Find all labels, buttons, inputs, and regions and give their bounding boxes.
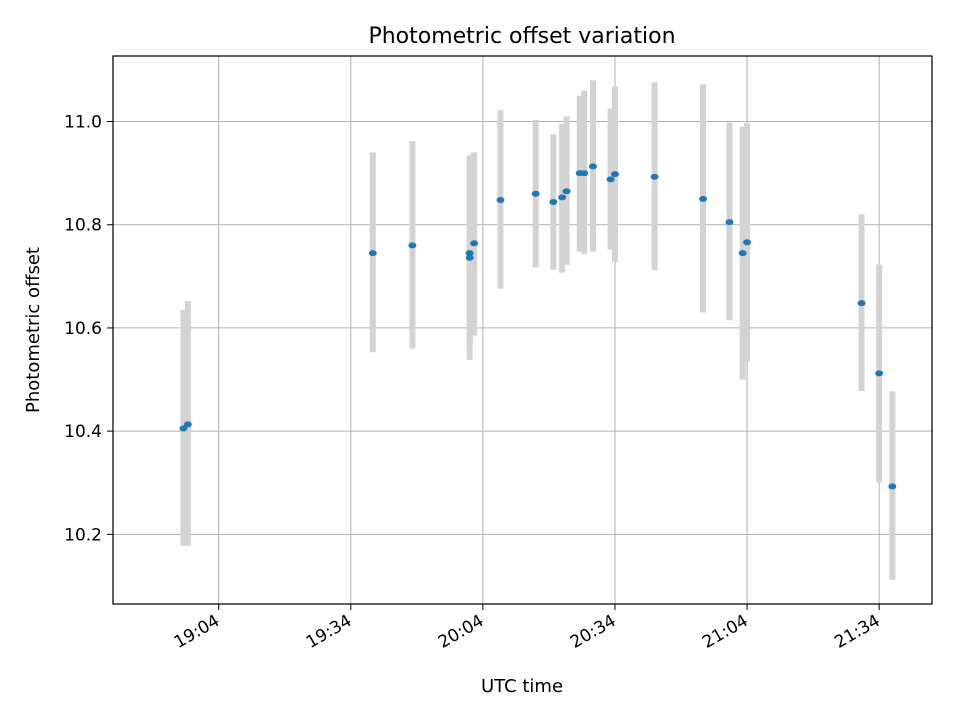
x-tick-label: 21:04 (699, 611, 751, 653)
error-bars (180, 80, 896, 580)
data-point (465, 250, 474, 257)
x-axis-label: UTC time (481, 676, 563, 697)
data-point (531, 190, 540, 197)
data-point (888, 483, 897, 490)
data-point (875, 370, 884, 377)
data-point (606, 176, 615, 183)
x-tick-label: 19:04 (171, 611, 223, 653)
x-tick-label: 19:34 (303, 611, 355, 653)
data-point (699, 195, 708, 202)
data-point (562, 188, 571, 195)
data-points (179, 163, 897, 490)
y-axis-label: Photometric offset (23, 247, 44, 413)
data-point (549, 199, 558, 206)
y-tick-label: 10.8 (64, 216, 102, 236)
x-tick-label: 20:04 (435, 611, 487, 653)
data-point (580, 170, 589, 177)
y-tick-label: 10.4 (64, 422, 102, 442)
x-tick-label: 21:34 (831, 611, 883, 653)
data-point (496, 196, 505, 203)
x-tick-label: 20:34 (567, 611, 619, 653)
grid (113, 56, 932, 604)
data-point (743, 239, 752, 246)
data-point (470, 240, 479, 247)
y-tick-label: 10.2 (64, 525, 102, 545)
y-axis-ticks: 10.2 10.4 10.6 10.8 11.0 (64, 113, 113, 545)
data-point (179, 425, 188, 432)
plot-frame (112, 55, 933, 605)
data-point (588, 163, 597, 170)
data-point (558, 194, 567, 201)
data-point (183, 421, 192, 428)
x-axis-ticks: 19:04 19:34 20:04 20:34 21:04 21:34 (171, 604, 884, 653)
y-tick-label: 11.0 (64, 113, 102, 133)
data-point (610, 171, 619, 178)
y-tick-label: 10.6 (64, 319, 102, 339)
data-point (857, 300, 866, 307)
data-point (408, 242, 417, 249)
chart-title: Photometric offset variation (368, 24, 675, 49)
data-point (725, 219, 734, 226)
data-point (738, 250, 747, 257)
data-point (368, 250, 377, 257)
data-point (650, 173, 659, 180)
data-point (465, 254, 474, 261)
